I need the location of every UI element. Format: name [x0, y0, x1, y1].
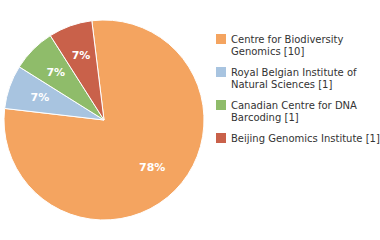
legend-label: Beijing Genomics Institute [1]	[231, 133, 380, 144]
legend: Centre for BiodiversityGenomics [10] Roya…	[216, 34, 380, 144]
legend-label: Royal Belgian Institute ofNatural Scienc…	[231, 67, 357, 90]
legend-label-line: Barcoding [1]	[231, 112, 299, 123]
legend-label: Centre for BiodiversityGenomics [10]	[231, 34, 344, 57]
pie-chart: 78% 7% 7% 7% Centre for BiodiversityGenomics…	[0, 0, 380, 240]
legend-swatch	[216, 133, 226, 143]
legend-label: Canadian Centre for DNABarcoding [1]	[231, 100, 357, 123]
data-label: 78%	[139, 161, 165, 174]
legend-label-line: Beijing Genomics Institute [1]	[231, 133, 380, 144]
data-label: 7%	[72, 49, 91, 62]
legend-swatch	[216, 100, 226, 110]
data-label: 7%	[46, 66, 65, 79]
legend-label-line: Genomics [10]	[231, 46, 304, 57]
chart-container: 78% 7% 7% 7% Centre for BiodiversityGenomics…	[0, 0, 380, 240]
legend-label-line: Centre for Biodiversity	[231, 34, 344, 45]
data-label: 7%	[31, 91, 50, 104]
background	[0, 0, 380, 240]
legend-label-line: Canadian Centre for DNA	[231, 100, 357, 111]
data-labels: 78% 7% 7% 7%	[31, 49, 166, 174]
pie-slice	[4, 20, 204, 220]
legend-label-line: Royal Belgian Institute of	[231, 67, 357, 78]
legend-swatch	[216, 67, 226, 77]
legend-swatch	[216, 34, 226, 44]
legend-label-line: Natural Sciences [1]	[231, 79, 332, 90]
slices	[4, 20, 204, 220]
